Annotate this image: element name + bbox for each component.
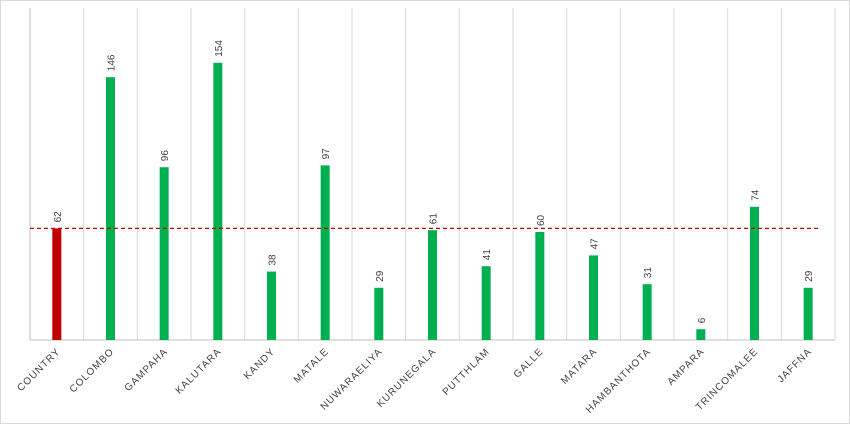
bar	[213, 62, 223, 341]
data-label: 29	[375, 270, 386, 282]
bar	[374, 287, 384, 340]
data-label: 154	[214, 40, 225, 57]
data-label: 96	[160, 150, 171, 162]
bar	[320, 165, 330, 340]
data-label: 41	[482, 249, 493, 261]
bar	[159, 167, 169, 340]
data-label: 74	[751, 189, 762, 201]
bar	[106, 77, 115, 340]
bar	[481, 266, 491, 340]
data-label: 97	[321, 148, 332, 160]
data-label: 62	[53, 211, 64, 223]
bar	[696, 329, 706, 340]
data-label: 60	[536, 214, 547, 226]
data-label: 29	[804, 270, 815, 282]
data-label: 38	[268, 254, 279, 266]
data-label: 61	[429, 213, 440, 225]
data-label: 47	[590, 238, 601, 250]
data-label: 146	[107, 54, 118, 71]
data-label: 31	[643, 267, 654, 279]
bar	[267, 271, 276, 340]
bar	[642, 284, 652, 340]
bar	[535, 232, 545, 340]
bar	[803, 287, 813, 340]
bar	[52, 228, 62, 340]
bar	[589, 255, 598, 340]
data-label: 6	[697, 317, 708, 323]
bar	[428, 230, 437, 340]
bar	[750, 206, 759, 340]
